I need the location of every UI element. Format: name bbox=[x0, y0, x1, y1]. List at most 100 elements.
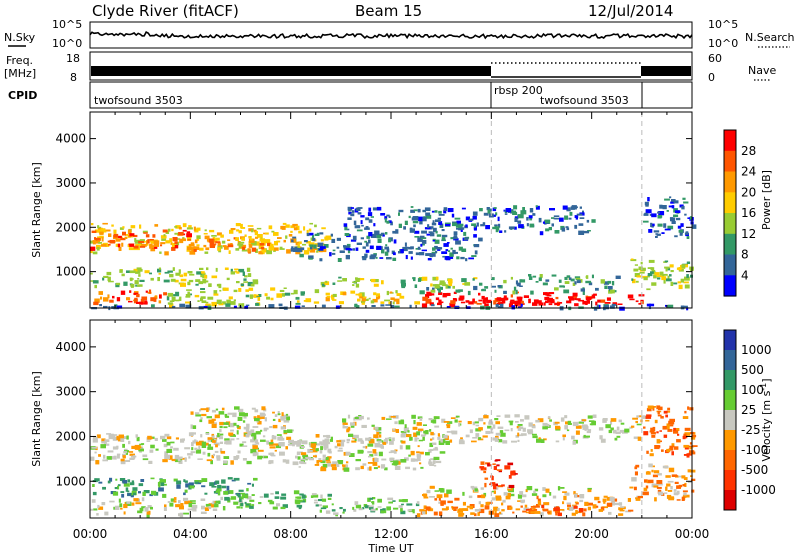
power-cell bbox=[419, 220, 423, 225]
power-cell bbox=[139, 224, 142, 229]
velocity-cell bbox=[535, 419, 540, 423]
velocity-cell bbox=[131, 480, 135, 484]
velocity-cell bbox=[345, 464, 348, 469]
velocity-cell bbox=[263, 456, 268, 459]
power-cell bbox=[539, 231, 544, 236]
power-cell bbox=[657, 211, 660, 214]
power-cell bbox=[453, 235, 457, 238]
power-cell bbox=[235, 223, 241, 227]
x-tick-label: 16:00 bbox=[474, 527, 509, 541]
velocity-band bbox=[479, 459, 518, 490]
velocity-cell bbox=[395, 429, 399, 433]
power-cell bbox=[657, 215, 662, 219]
velocity-cell bbox=[517, 428, 522, 431]
power-cell bbox=[106, 271, 112, 276]
velocity-cell bbox=[142, 491, 146, 496]
power-cell bbox=[96, 247, 100, 251]
velocity-cell bbox=[398, 420, 405, 425]
power-cell bbox=[434, 239, 440, 244]
velocity-cell bbox=[492, 490, 494, 493]
velocity-cell bbox=[632, 417, 638, 420]
velocity-cell bbox=[512, 511, 515, 514]
power-cell bbox=[473, 244, 480, 248]
power-cell bbox=[528, 215, 533, 219]
velocity-cell bbox=[298, 506, 302, 509]
velocity-cell bbox=[478, 417, 484, 422]
power-cell bbox=[230, 228, 236, 231]
power-cell bbox=[418, 216, 424, 222]
velocity-cell bbox=[223, 460, 228, 464]
velocity-cell bbox=[194, 412, 200, 415]
velocity-cell bbox=[92, 436, 98, 441]
power-colorbar-swatch bbox=[724, 192, 736, 214]
velocity-cell bbox=[158, 485, 161, 488]
velocity-cell bbox=[532, 433, 537, 436]
velocity-cell bbox=[329, 439, 333, 442]
velocity-cell bbox=[243, 426, 250, 430]
velocity-cell bbox=[564, 492, 567, 496]
power-colorbar-frame bbox=[723, 129, 737, 297]
power-cell bbox=[362, 296, 367, 299]
velocity-cell bbox=[297, 456, 301, 460]
velocity-cell bbox=[584, 501, 589, 506]
velocity-cell bbox=[355, 504, 362, 509]
velocity-cell bbox=[321, 498, 327, 502]
velocity-cell bbox=[261, 406, 266, 411]
power-cell bbox=[163, 234, 166, 237]
power-cell bbox=[408, 246, 412, 250]
power-cell bbox=[648, 229, 653, 233]
power-cell bbox=[421, 240, 427, 244]
power-cell bbox=[543, 292, 548, 296]
velocity-cell bbox=[479, 466, 485, 469]
power-cell bbox=[251, 241, 257, 246]
power-cell bbox=[463, 237, 469, 241]
power-cell bbox=[388, 238, 391, 243]
velocity-cell bbox=[683, 444, 689, 448]
velocity-cell bbox=[508, 506, 513, 510]
noise-sky-trace bbox=[89, 31, 693, 40]
power-cell bbox=[371, 305, 376, 307]
velocity-cell bbox=[562, 434, 566, 438]
power-cell bbox=[639, 271, 645, 274]
velocity-cell bbox=[374, 442, 381, 448]
power-cell bbox=[396, 293, 402, 296]
power-cell bbox=[481, 295, 485, 300]
velocity-cell bbox=[381, 416, 386, 420]
velocity-colorbar-swatch bbox=[724, 490, 736, 511]
velocity-cell bbox=[371, 424, 375, 427]
velocity-cell bbox=[160, 482, 165, 487]
velocity-cell bbox=[279, 437, 285, 441]
velocity-cell bbox=[250, 448, 255, 454]
velocity-cell bbox=[393, 451, 397, 454]
velocity-cell bbox=[146, 510, 151, 515]
velocity-cell bbox=[327, 493, 332, 497]
velocity-cell bbox=[526, 486, 533, 491]
velocity-cell bbox=[495, 432, 501, 436]
velocity-cell bbox=[221, 485, 227, 489]
velocity-cell bbox=[186, 500, 193, 505]
velocity-cell bbox=[220, 496, 223, 501]
power-cell bbox=[570, 278, 575, 282]
velocity-cell bbox=[164, 504, 167, 508]
velocity-cell bbox=[600, 506, 605, 511]
velocity-cell bbox=[242, 458, 247, 461]
power-cell bbox=[242, 271, 245, 276]
power-cell bbox=[547, 299, 552, 303]
velocity-cell bbox=[108, 433, 114, 437]
power-cell bbox=[425, 253, 432, 256]
velocity-cell bbox=[254, 418, 260, 422]
velocity-cell bbox=[549, 492, 552, 496]
power-cell bbox=[659, 271, 664, 276]
velocity-cell bbox=[374, 426, 379, 430]
power-cell bbox=[126, 270, 131, 273]
power-cell bbox=[101, 244, 107, 247]
power-cell bbox=[185, 304, 192, 309]
power-cell bbox=[651, 225, 654, 228]
velocity-cell bbox=[372, 449, 377, 454]
velocity-cell bbox=[475, 428, 482, 432]
power-cell bbox=[195, 279, 201, 282]
power-cell bbox=[497, 285, 502, 288]
power-cell bbox=[227, 244, 234, 248]
velocity-cell bbox=[307, 456, 311, 460]
power-cell bbox=[159, 251, 162, 254]
